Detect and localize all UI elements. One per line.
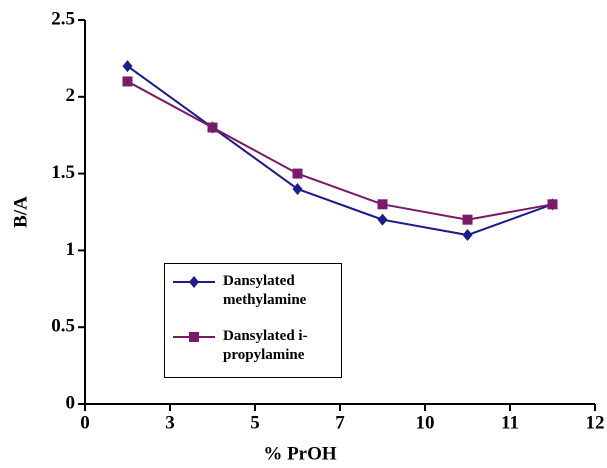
y-tick-label: 2.5 [51,8,75,29]
legend-symbol [173,332,215,342]
x-tick-label: 5 [250,412,260,433]
marker [377,199,388,210]
x-tick-label: 0 [80,412,90,433]
marker [547,199,558,210]
marker [377,213,388,226]
marker [292,168,303,179]
y-tick-label: 1 [66,239,76,260]
marker [462,214,473,225]
marker [189,332,199,342]
legend: Dansylated methylamine Dansylated i-propy… [164,263,342,378]
marker [189,276,199,288]
legend-symbol [173,276,215,288]
marker [292,182,303,195]
series-line [127,80,553,221]
legend-entry: Dansylated i-propylamine [171,327,333,365]
y-axis-title: B/A [10,196,31,228]
x-tick-label: 3 [165,412,175,433]
marker [207,122,218,133]
marker [122,60,133,73]
legend-label: Dansylated i-propylamine [223,328,308,363]
marker [462,229,473,242]
legend-label: Dansylated methylamine [223,273,307,308]
y-tick-label: 2 [66,85,76,106]
y-tick-label: 0 [66,392,76,413]
x-tick-label: 11 [501,412,519,433]
legend-entry: Dansylated methylamine [171,272,333,310]
x-axis-title: % PrOH [263,443,337,464]
series-line [126,65,553,237]
x-tick-label: 12 [586,412,605,433]
y-tick-label: 0.5 [51,316,75,337]
x-tick-label: 7 [335,412,345,433]
x-tick-label: 10 [416,412,435,433]
y-tick-label: 1.5 [51,162,75,183]
marker [122,76,133,87]
